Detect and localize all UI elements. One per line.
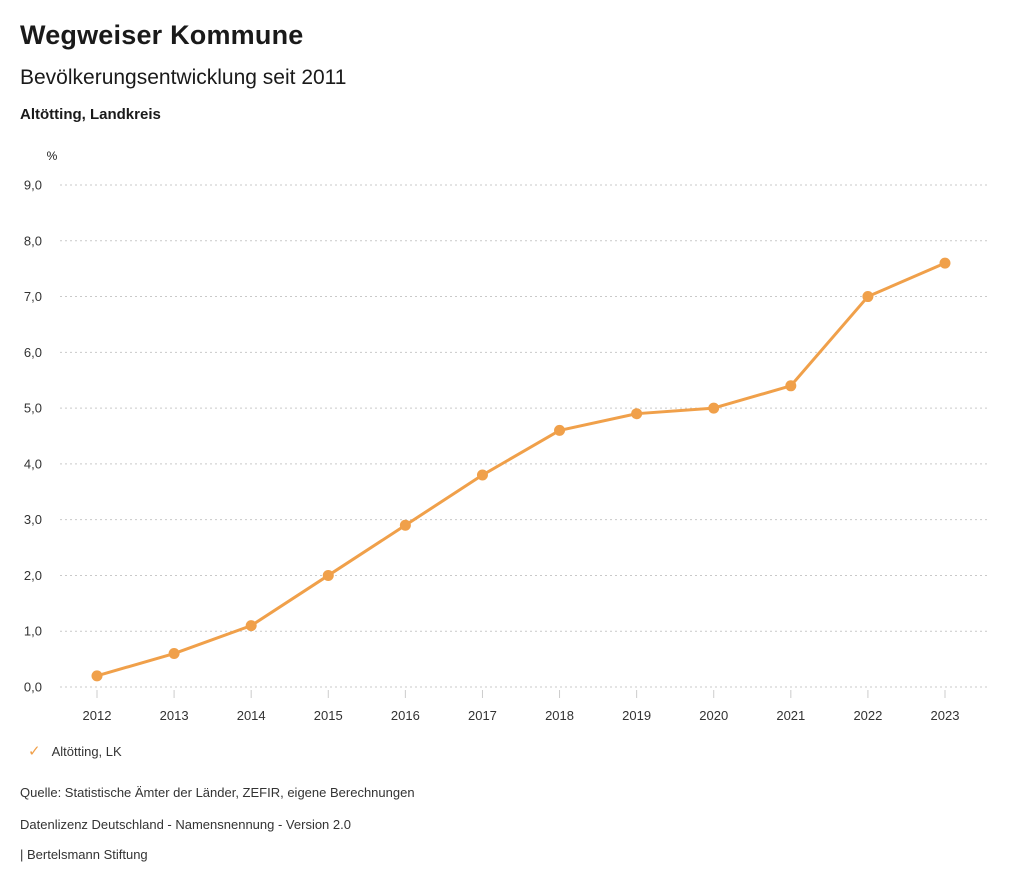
data-point[interactable] bbox=[862, 291, 874, 303]
data-point[interactable] bbox=[245, 620, 257, 632]
source-note: Quelle: Statistische Ämter der Länder, Z… bbox=[20, 785, 415, 800]
data-point[interactable] bbox=[631, 408, 643, 420]
y-axis-tick-label: 2,0 bbox=[24, 568, 42, 583]
data-point[interactable] bbox=[554, 424, 566, 436]
attribution-note: | Bertelsmann Stiftung bbox=[20, 847, 148, 862]
x-axis-year-label: 2019 bbox=[622, 708, 651, 723]
legend-check-icon: ✓ bbox=[28, 743, 41, 760]
y-axis-tick-label: 3,0 bbox=[24, 512, 42, 527]
y-axis-tick-label: 0,0 bbox=[24, 680, 42, 695]
y-axis-tick-label: 7,0 bbox=[24, 289, 42, 304]
license-note: Datenlizenz Deutschland - Namensnennung … bbox=[20, 817, 351, 832]
x-axis-year-label: 2022 bbox=[853, 708, 882, 723]
y-axis-tick-label: 4,0 bbox=[24, 456, 42, 471]
x-axis-year-label: 2015 bbox=[314, 708, 343, 723]
x-axis-year-label: 2023 bbox=[931, 708, 960, 723]
x-axis-year-label: 2013 bbox=[160, 708, 189, 723]
x-axis-year-label: 2020 bbox=[699, 708, 728, 723]
y-axis-unit-label: % bbox=[47, 149, 58, 163]
x-axis-year-label: 2017 bbox=[468, 708, 497, 723]
x-axis-year-label: 2016 bbox=[391, 708, 420, 723]
x-axis-year-label: 2021 bbox=[776, 708, 805, 723]
chart-canvas: % 0,0 1,0 2,0 3,0 4,0 5,0 6,0 7,0 8,0 9,0 2012 2013 2… bbox=[24, 149, 990, 723]
data-point[interactable] bbox=[91, 670, 103, 682]
data-point[interactable] bbox=[399, 519, 411, 531]
y-axis-tick-label: 6,0 bbox=[24, 345, 42, 360]
x-axis-year-label: 2014 bbox=[237, 708, 266, 723]
series-line bbox=[95, 261, 947, 678]
data-point[interactable] bbox=[939, 257, 951, 269]
data-point[interactable] bbox=[476, 469, 488, 481]
x-axis-year-label: 2012 bbox=[83, 708, 112, 723]
legend-item[interactable]: ✓ Altötting, LK bbox=[28, 744, 122, 759]
region-label: Altötting, Landkreis bbox=[20, 106, 161, 123]
y-axis-tick-label: 1,0 bbox=[24, 624, 42, 639]
data-point[interactable] bbox=[168, 648, 180, 660]
data-point[interactable] bbox=[785, 380, 797, 392]
line-chart: % 0,0 1,0 2,0 3,0 4,0 5,0 6,0 7,0 8,0 9,0 2012 2013 2… bbox=[0, 140, 1024, 740]
legend-label: Altötting, LK bbox=[51, 744, 122, 759]
app-title: Wegweiser Kommune bbox=[20, 20, 304, 50]
data-point[interactable] bbox=[322, 569, 334, 581]
y-axis-tick-label: 5,0 bbox=[24, 401, 42, 416]
x-axis-year-label: 2018 bbox=[545, 708, 574, 723]
y-axis-tick-label: 9,0 bbox=[24, 178, 42, 193]
chart-title: Bevölkerungsentwicklung seit 2011 bbox=[20, 66, 347, 89]
data-point[interactable] bbox=[708, 402, 720, 414]
y-axis-tick-label: 8,0 bbox=[24, 233, 42, 248]
